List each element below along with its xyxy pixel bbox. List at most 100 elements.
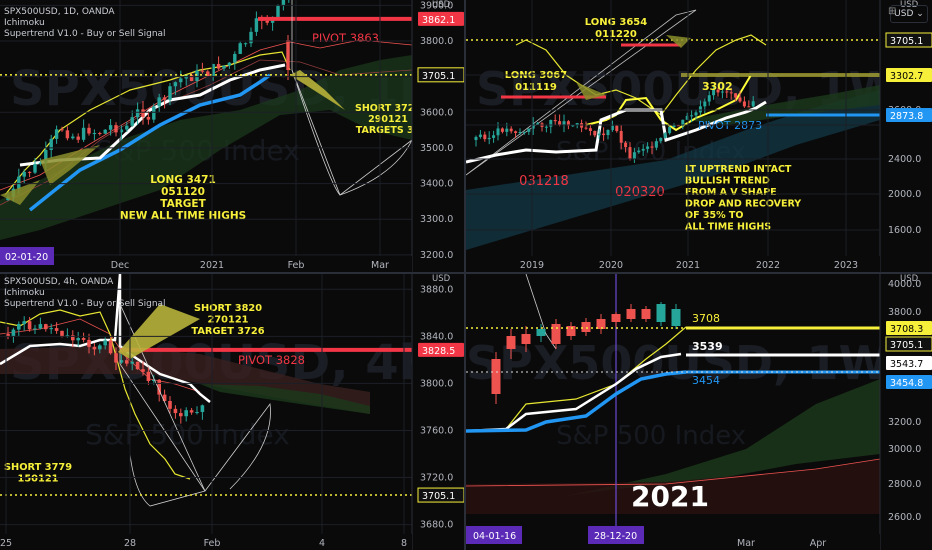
weekly-candle	[676, 125, 680, 127]
date-tag: 02-01-20	[5, 252, 48, 263]
watermark-name: S&P 500 Index	[556, 421, 746, 451]
weekly-zoom-candle	[671, 309, 681, 326]
daily-candle	[243, 43, 248, 45]
y-tick-label: 3800.0	[888, 307, 921, 318]
weekly-zoom-candle	[596, 319, 606, 329]
weekly-candle	[703, 101, 707, 107]
four-hour-candle	[33, 328, 37, 330]
price-label-bg	[417, 487, 464, 503]
y-tick-label: 2800.0	[888, 479, 921, 490]
long-annotation: NEW ALL TIME HIGHS	[120, 210, 246, 222]
daily-candle	[87, 127, 91, 134]
price-label-pivot-bg	[418, 11, 464, 26]
y-tick-label: 3200.0	[420, 250, 453, 261]
y-tick-label: 4000.0	[888, 279, 921, 290]
x-tick-label: 8	[401, 538, 407, 549]
daily-candle	[233, 53, 237, 63]
weekly-candle	[518, 132, 522, 134]
weekly-candle	[509, 128, 513, 132]
currency-button[interactable]: USD ⌄	[890, 5, 928, 23]
time-axis	[0, 256, 412, 272]
weekly-candle	[690, 115, 694, 117]
weekly-candle	[694, 112, 698, 116]
ichimoku-cloud-blue	[466, 90, 880, 250]
daily-candle	[71, 136, 75, 139]
weekly-candle	[681, 119, 685, 126]
daily-candle	[103, 129, 107, 134]
daily-candle	[22, 171, 26, 177]
y-tick-label: 3500.0	[420, 143, 453, 154]
date-tag-marker: 28-12-20	[594, 531, 637, 542]
y-tick-label: 3760.0	[420, 425, 453, 436]
chikou-yellow	[515, 34, 767, 116]
four-hour-candle	[152, 379, 156, 381]
fan-outline	[119, 303, 206, 492]
short-annotation: SHORT 3720	[355, 103, 421, 114]
chart-panel-weekly[interactable]: SPX500USD, 1W S&P 500 Index 3302 PIVOT 2873…	[466, 0, 932, 272]
price-label-current: 3705.1	[890, 36, 923, 47]
weekly-candle	[492, 135, 496, 138]
axis-unit-label: USD	[432, 0, 451, 10]
chart-panel-weekly-zoom[interactable]: SPX500USD, 1W S&P 500 Index 3708 3539 3454 20…	[466, 274, 932, 550]
x-tick-label: Mar	[737, 538, 755, 549]
weekly-candle	[685, 115, 689, 120]
weekly-candle	[628, 147, 632, 160]
level-3708-label: 3708	[692, 312, 720, 325]
indicator-supertrend[interactable]: Supertrend V1.0 - Buy or Sell Signal	[4, 29, 166, 39]
daily-candle	[92, 133, 97, 135]
x-tick-label: Feb	[288, 260, 305, 271]
weekly-zoom-candle	[581, 322, 591, 332]
price-axis	[412, 274, 464, 550]
short-arrow	[290, 70, 345, 110]
daily-candle	[179, 78, 183, 83]
level-3302-label: 3302	[702, 80, 733, 93]
long-arrow-small	[0, 180, 40, 205]
four-hour-candle	[157, 379, 161, 395]
daily-candle	[60, 129, 64, 131]
time-axis	[466, 534, 880, 550]
weekly-candle	[637, 150, 641, 153]
short-a-annotation: SHORT 3820	[194, 303, 262, 314]
weekly-candle	[606, 130, 610, 136]
daily-candle	[17, 176, 21, 189]
daily-candle	[38, 162, 43, 165]
weekly-zoom-candle	[551, 324, 561, 344]
weekly-candle	[672, 125, 676, 128]
indicator-ichimoku[interactable]: Ichimoku	[4, 18, 45, 28]
currency-button-label: USD	[894, 9, 914, 19]
indicator-ichimoku[interactable]: Ichimoku	[4, 288, 45, 298]
watermark-name: S&P 500 Index	[85, 418, 290, 451]
kumo-red	[466, 458, 881, 487]
chart-icon[interactable]: ⊞	[888, 6, 897, 17]
four-hour-candle	[87, 339, 91, 347]
weekly-candle	[588, 128, 592, 131]
x-tick-label: 2020	[599, 260, 623, 271]
daily-candle	[108, 125, 113, 130]
panel-divider-vertical[interactable]	[464, 0, 466, 550]
four-hour-candle	[135, 361, 140, 370]
symbol-title[interactable]: SPX500USD, 4h, OANDA	[4, 277, 114, 287]
kijun-blue	[466, 370, 687, 433]
weekly-candle	[663, 133, 667, 138]
weekly-candle	[584, 127, 588, 129]
daily-candle	[119, 129, 124, 133]
price-label-current: 3705.1	[422, 491, 455, 502]
axis-unit-label: USD	[900, 274, 919, 284]
weekly-candle	[487, 137, 491, 140]
arrow-long-a	[666, 35, 691, 48]
daily-candle	[211, 64, 215, 76]
indicator-supertrend[interactable]: Supertrend V1.0 - Buy or Sell Signal	[4, 299, 166, 309]
panel-divider-horizontal[interactable]	[0, 272, 932, 274]
x-tick-label: Dec	[111, 260, 129, 271]
weekly-candle	[527, 128, 531, 132]
four-hour-candle	[71, 335, 75, 341]
weekly-zoom-candle	[641, 309, 651, 319]
weekly-candle	[558, 121, 562, 126]
chart-weekly-zoom-svg[interactable]: SPX500USD, 1W S&P 500 Index 3708 3539 3454 20…	[466, 274, 932, 550]
symbol-title[interactable]: SPX500USD, 1D, OANDA	[4, 7, 115, 17]
